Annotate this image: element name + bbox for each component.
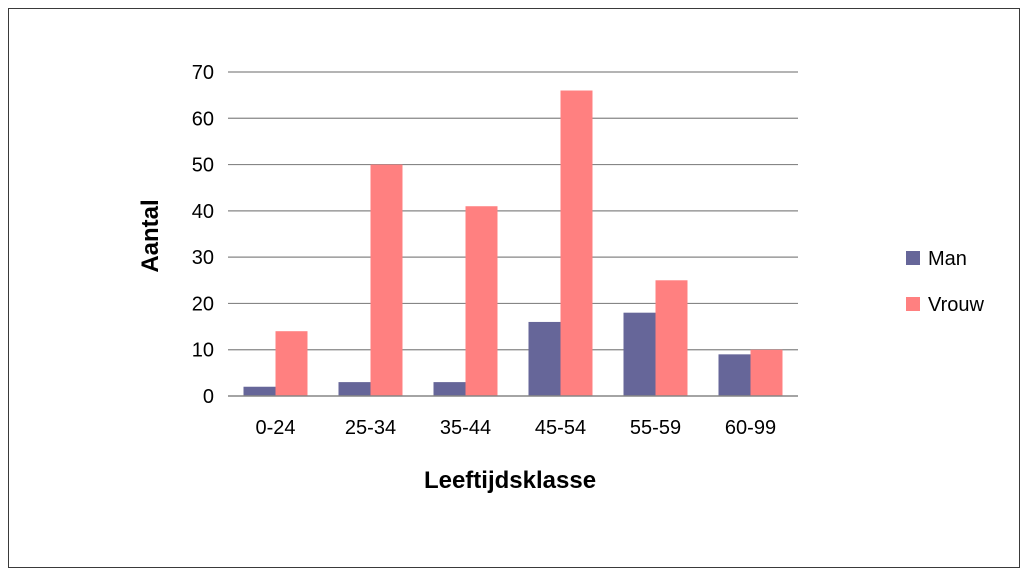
y-tick-label: 10 xyxy=(192,340,214,362)
bar-man-45-54 xyxy=(528,321,561,396)
y-tick-label: 70 xyxy=(192,62,214,84)
x-tick-label: 0-24 xyxy=(255,417,295,439)
bars xyxy=(243,90,783,396)
y-tick-labels: 0 10 20 30 40 50 60 70 xyxy=(192,62,214,408)
gridlines xyxy=(228,71,798,351)
x-tick-label: 45-54 xyxy=(535,417,586,439)
legend-swatch-man xyxy=(906,251,920,265)
bar-vrouw-55-59 xyxy=(655,280,688,396)
legend-label-man: Man xyxy=(928,248,967,270)
bar-vrouw-35-44 xyxy=(465,206,498,396)
bar-man-25-34 xyxy=(338,382,371,396)
bar-man-55-59 xyxy=(623,312,656,396)
x-tick-label: 25-34 xyxy=(345,417,396,439)
bar-vrouw-60-99 xyxy=(750,349,783,396)
bar-vrouw-45-54 xyxy=(560,90,593,396)
bar-man-35-44 xyxy=(433,382,466,396)
x-tick-labels: 0-24 25-34 35-44 45-54 55-59 60-99 xyxy=(255,417,776,439)
legend-swatch-vrouw xyxy=(906,297,920,311)
x-tick-label: 55-59 xyxy=(630,417,681,439)
legend-label-vrouw: Vrouw xyxy=(928,294,985,316)
y-tick-label: 0 xyxy=(203,386,214,408)
bar-man-0-24 xyxy=(243,386,276,396)
bar-chart: 0 10 20 30 40 50 60 70 0-24 25-34 35-44 45-54 55-59… xyxy=(137,62,985,494)
x-tick-label: 60-99 xyxy=(725,417,776,439)
x-tick-label: 35-44 xyxy=(440,417,491,439)
y-tick-label: 50 xyxy=(192,155,214,177)
bar-vrouw-25-34 xyxy=(370,164,403,396)
x-axis-title: Leeftijdsklasse xyxy=(424,467,596,494)
y-tick-label: 20 xyxy=(192,293,214,315)
y-axis-title: Aantal xyxy=(137,199,164,272)
bar-vrouw-0-24 xyxy=(275,331,308,396)
y-tick-label: 40 xyxy=(192,201,214,223)
y-tick-label: 60 xyxy=(192,108,214,130)
bar-man-60-99 xyxy=(718,354,751,396)
y-tick-label: 30 xyxy=(192,247,214,269)
legend: Man Vrouw xyxy=(906,248,985,316)
